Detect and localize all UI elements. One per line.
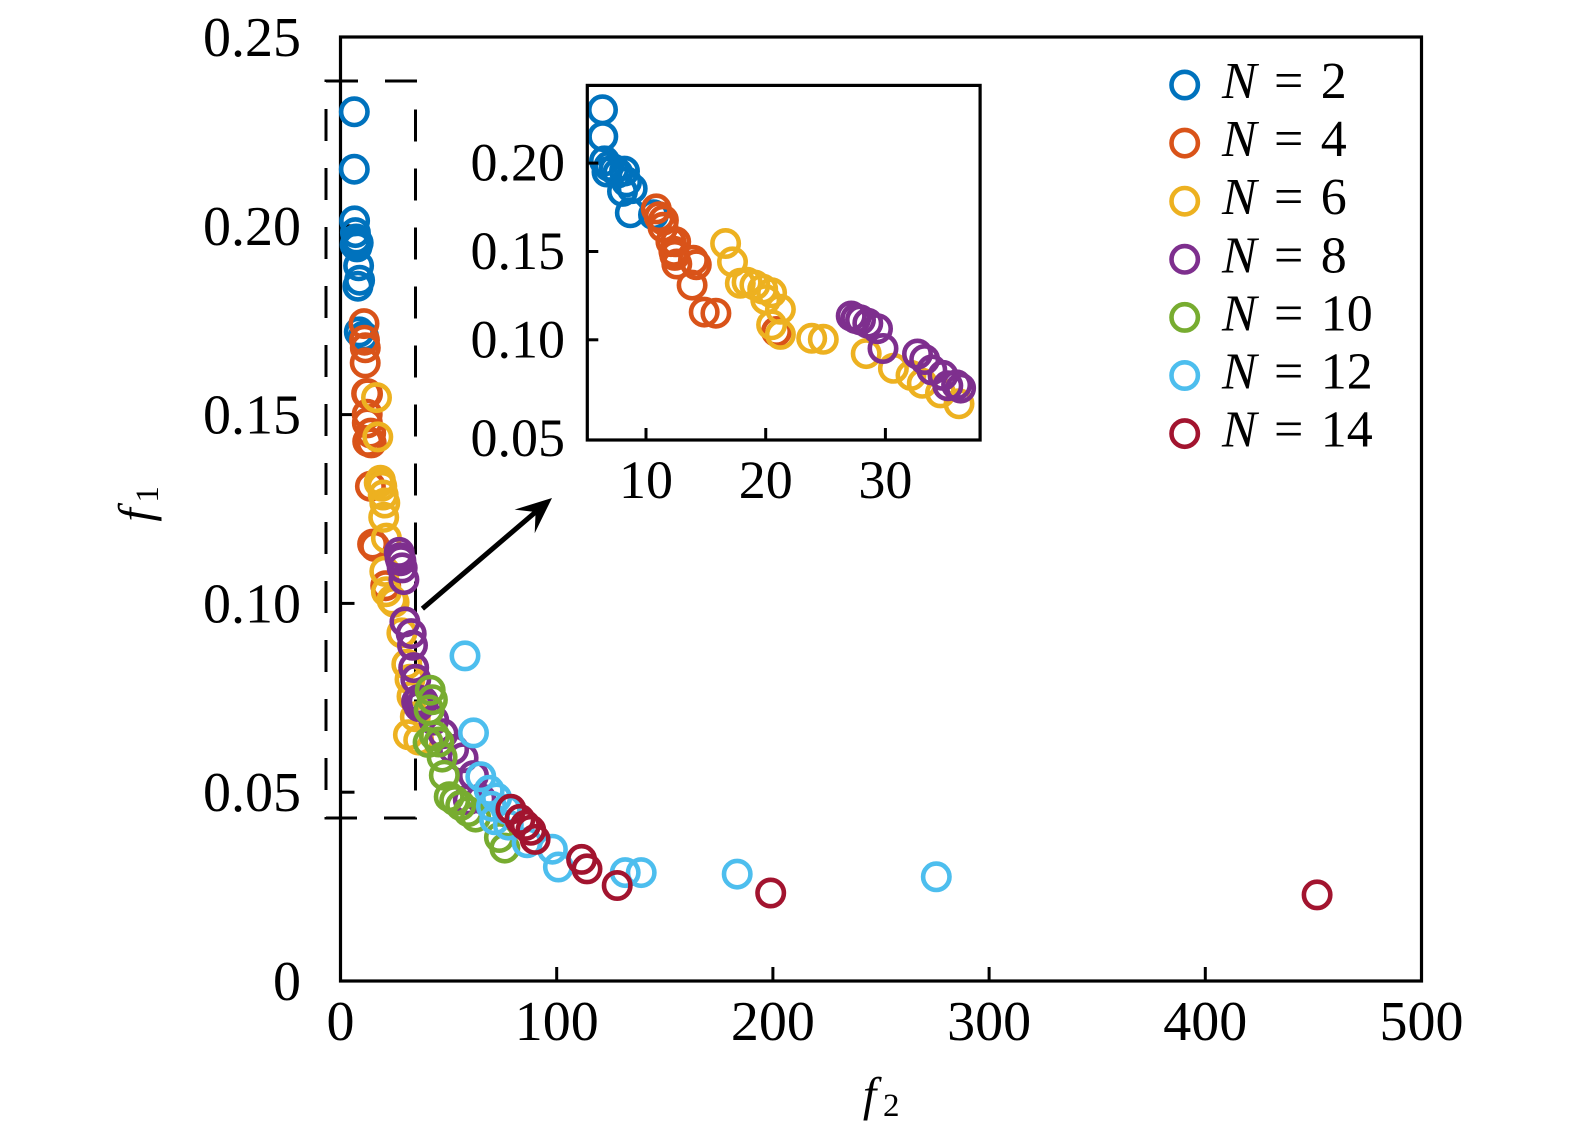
svg-text:N = 4: N = 4 (1221, 111, 1347, 168)
svg-text:20: 20 (739, 450, 793, 510)
svg-text:N = 14: N = 14 (1221, 402, 1373, 459)
svg-text:100: 100 (515, 991, 599, 1053)
svg-text:0.05: 0.05 (471, 408, 566, 468)
svg-text:N = 10: N = 10 (1221, 285, 1373, 342)
svg-text:200: 200 (731, 991, 815, 1053)
svg-text:N = 2: N = 2 (1221, 53, 1347, 110)
svg-text:0: 0 (327, 991, 355, 1053)
svg-text:0.15: 0.15 (203, 385, 301, 447)
svg-text:300: 300 (947, 991, 1031, 1053)
svg-text:0.10: 0.10 (471, 309, 566, 369)
svg-text:30: 30 (858, 450, 912, 510)
svg-text:0.25: 0.25 (203, 7, 301, 69)
svg-text:10: 10 (619, 450, 673, 510)
svg-text:2: 2 (883, 1088, 900, 1124)
svg-text:0.20: 0.20 (471, 133, 566, 193)
svg-text:N = 12: N = 12 (1221, 344, 1373, 401)
svg-text:0: 0 (273, 951, 301, 1013)
svg-text:500: 500 (1380, 991, 1464, 1053)
svg-text:400: 400 (1163, 991, 1247, 1053)
svg-text:1: 1 (130, 486, 166, 503)
svg-text:0.15: 0.15 (471, 221, 566, 281)
svg-text:N = 8: N = 8 (1221, 227, 1347, 284)
svg-text:0.20: 0.20 (203, 196, 301, 258)
svg-text:N = 6: N = 6 (1221, 169, 1347, 226)
svg-text:0.05: 0.05 (203, 762, 301, 824)
svg-text:0.10: 0.10 (203, 573, 301, 635)
